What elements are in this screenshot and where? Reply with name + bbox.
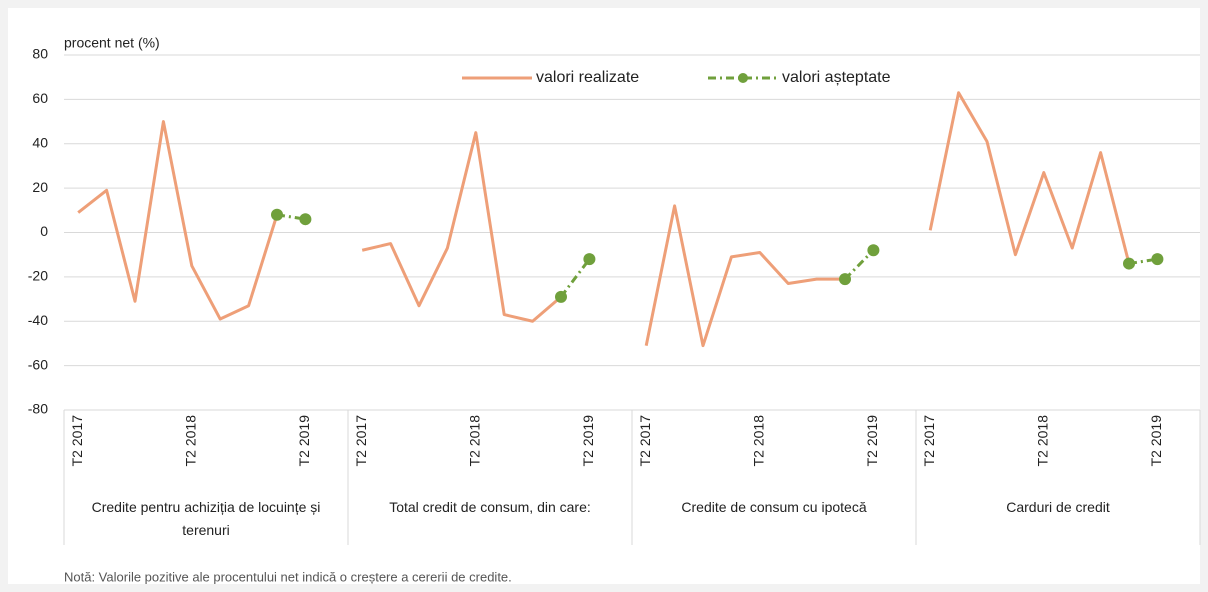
- x-tick-label: T2 2018: [751, 415, 767, 467]
- legend-label: valori așteptate: [782, 69, 891, 86]
- marker: [1123, 257, 1135, 270]
- x-tick-label: T2 2017: [353, 415, 369, 467]
- group-label: Credite de consum cu ipotecă: [681, 499, 867, 515]
- marker: [555, 290, 567, 303]
- y-tick-label: -20: [28, 268, 48, 284]
- y-tick-label: -60: [28, 356, 48, 372]
- x-tick-label: T2 2019: [864, 415, 880, 467]
- y-tick-label: 80: [32, 46, 48, 62]
- x-tick-label: T2 2018: [1035, 415, 1051, 467]
- y-tick-label: 40: [32, 134, 48, 150]
- x-tick-label: T2 2019: [296, 415, 312, 467]
- marker: [839, 273, 851, 286]
- group-label: Total credit de consum, din care:: [389, 499, 591, 515]
- x-tick-label: T2 2017: [921, 415, 937, 467]
- marker: [299, 213, 312, 226]
- y-tick-label: -40: [28, 312, 48, 328]
- group-label: Carduri de credit: [1006, 499, 1110, 515]
- x-tick-label: T2 2017: [69, 415, 85, 467]
- marker: [1151, 253, 1164, 266]
- y-tick-label: -80: [28, 401, 48, 417]
- marker: [583, 253, 596, 266]
- y-tick-label: 20: [32, 179, 48, 195]
- x-tick-label: T2 2019: [580, 415, 596, 467]
- y-axis-label: procent net (%): [64, 35, 160, 51]
- series-line: [276, 213, 1158, 298]
- note: Notă: Valorile pozitive ale procentului …: [64, 569, 512, 584]
- legend-marker: [738, 73, 748, 83]
- y-tick-label: 60: [32, 90, 48, 106]
- series-line: [77, 91, 1131, 348]
- x-tick-label: T2 2018: [467, 415, 483, 467]
- legend-label: valori realizate: [536, 69, 639, 86]
- y-tick-label: 0: [40, 223, 48, 239]
- x-tick-label: T2 2019: [1148, 415, 1164, 467]
- x-tick-label: T2 2018: [183, 415, 199, 467]
- marker: [271, 208, 283, 221]
- group-label: Credite pentru achiziția de locuințe și …: [91, 499, 321, 538]
- x-tick-label: T2 2017: [637, 415, 653, 467]
- marker: [867, 244, 880, 257]
